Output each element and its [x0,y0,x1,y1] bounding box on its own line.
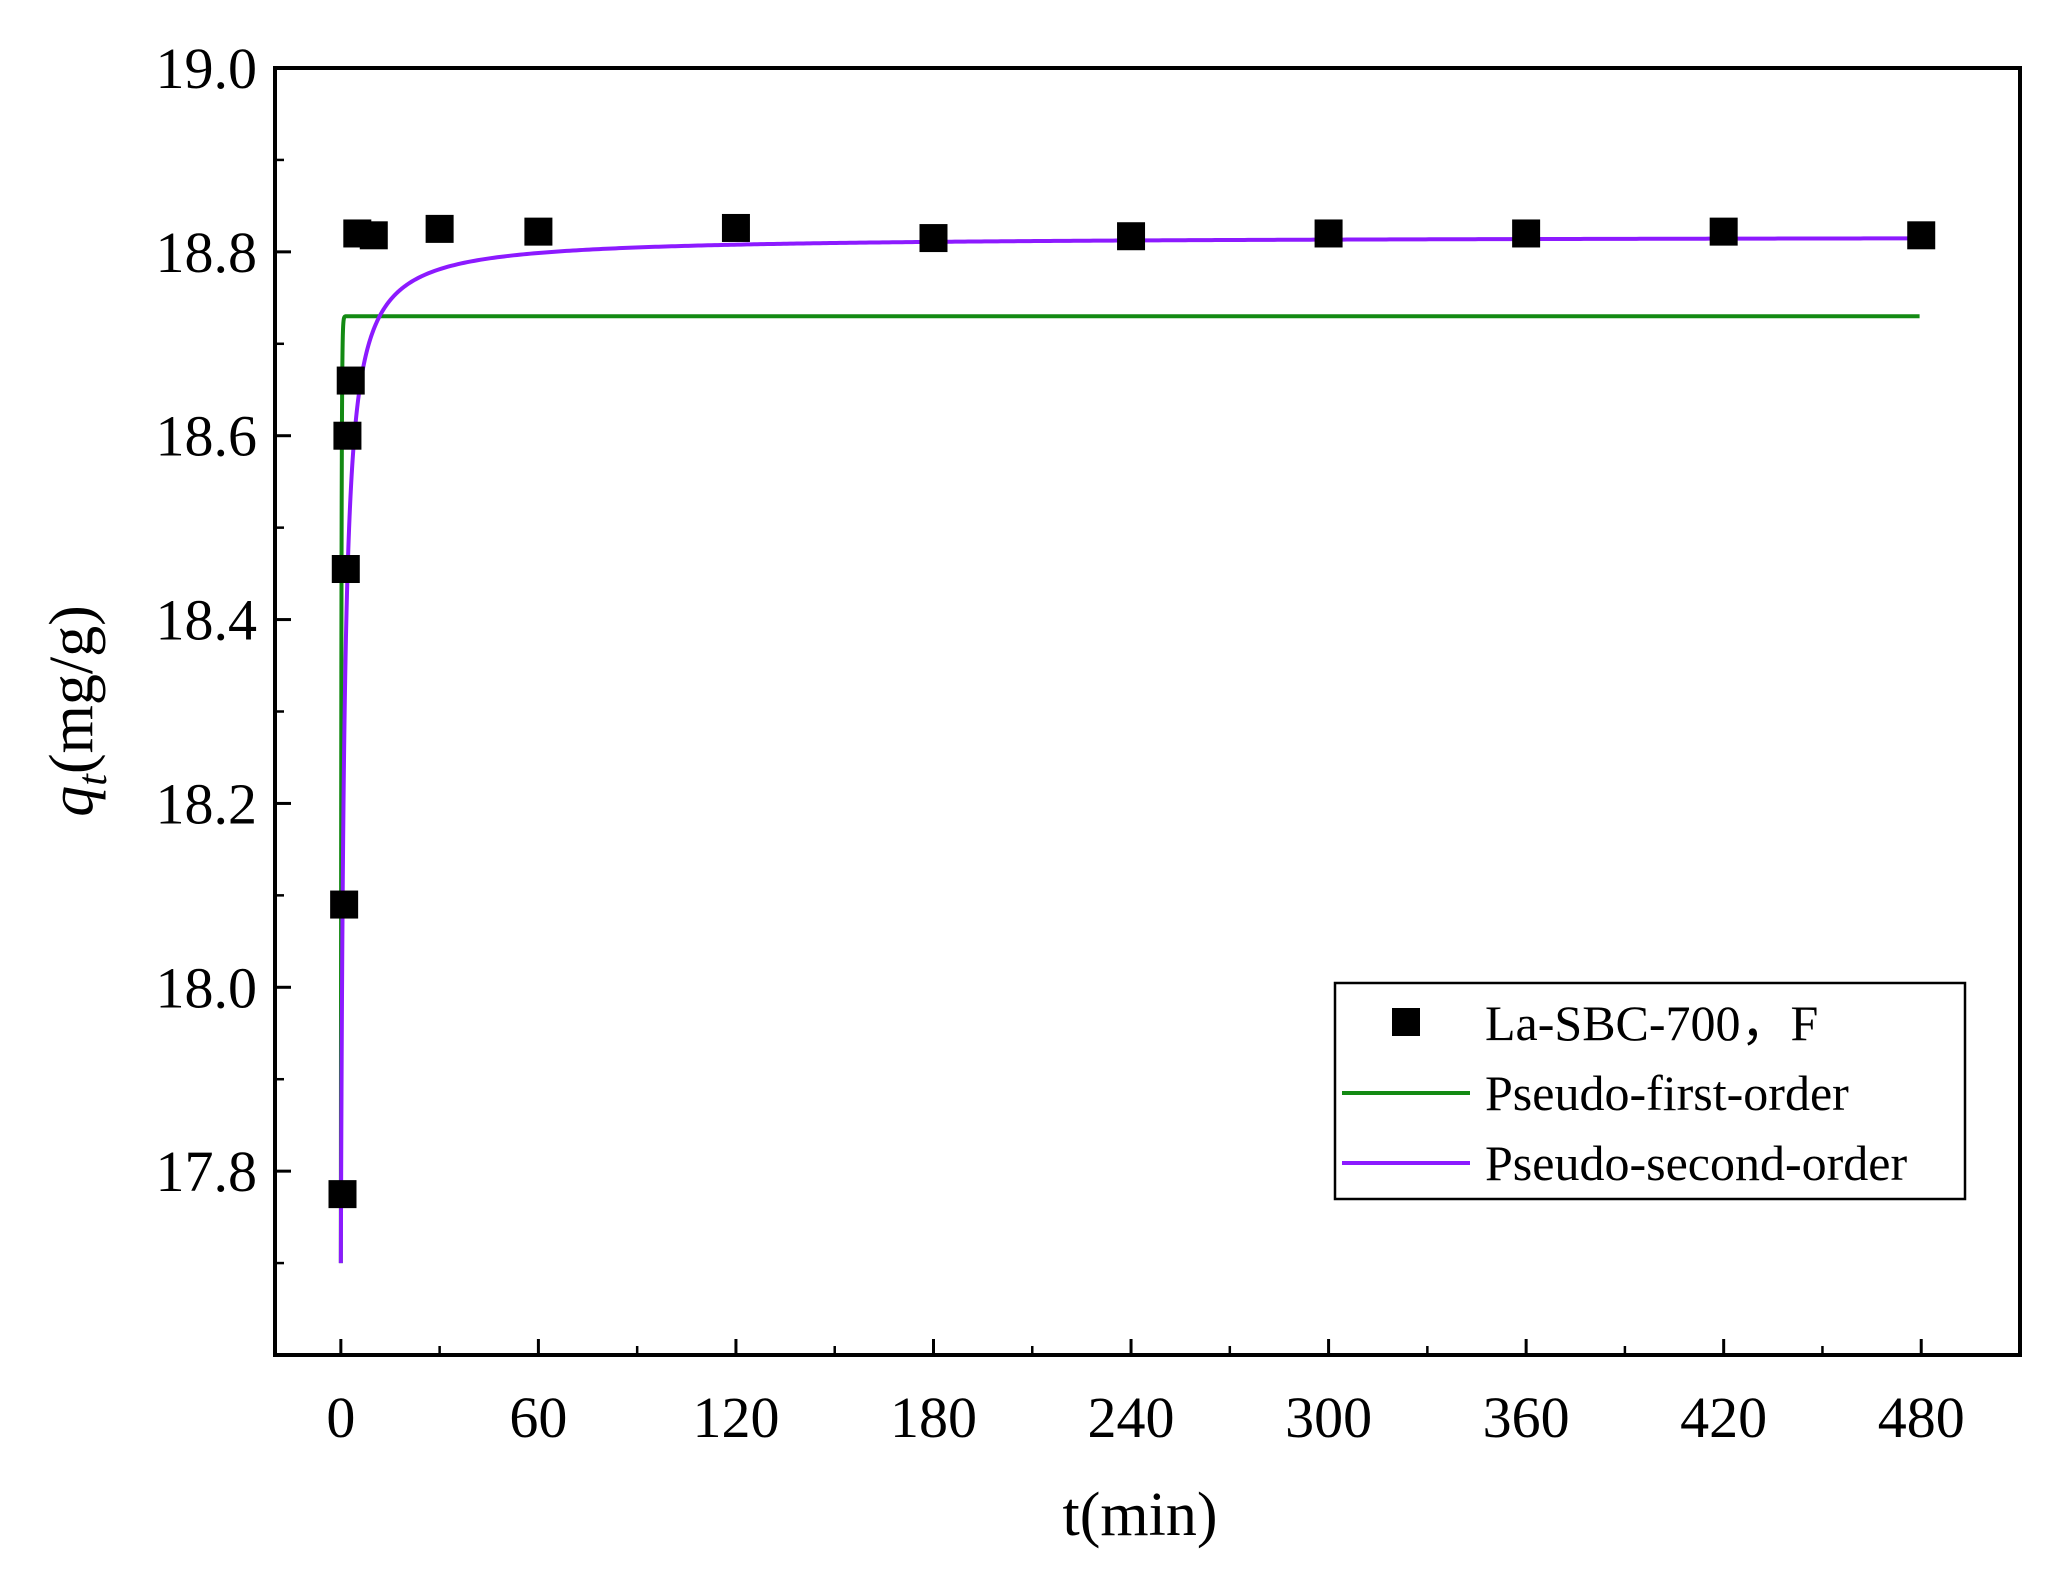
legend-marker-data [1392,1008,1420,1036]
x-tick-label: 120 [692,1385,779,1450]
series-points [328,213,1936,1209]
y-axis-title-unit: (mg/g) [38,605,106,774]
x-tick-label: 180 [890,1385,977,1450]
y-axis-title-sub: t [70,773,116,786]
data-point [1709,217,1738,246]
x-tick-label: 360 [1483,1385,1570,1450]
data-point [336,366,365,395]
x-tick-label: 300 [1285,1385,1372,1450]
legend: La-SBC-700，F Pseudo-first-order Pseudo-s… [1333,981,1967,1201]
y-tick-label: 18.4 [156,588,258,653]
data-point [1314,219,1343,248]
y-axis-title-main: q [38,786,106,817]
x-tick-label: 0 [326,1385,355,1450]
y-tick-label: 18.6 [156,404,258,469]
x-tick-label: 60 [509,1385,567,1450]
legend-label-data: La-SBC-700，F [1485,995,1818,1051]
data-point [333,421,362,450]
line-pseudo-second-order [338,236,1920,1264]
y-tick-label: 19.0 [156,36,258,101]
data-point [1117,222,1146,251]
y-tick-label: 17.8 [156,1139,258,1204]
data-point [721,213,750,242]
data-point [331,555,360,584]
x-axis-title: t(min) [1063,1481,1218,1549]
data-point [359,221,388,250]
y-tick-label: 18.2 [156,771,258,836]
data-point [328,1180,357,1209]
data-point [1512,219,1541,248]
data-point [524,217,553,246]
data-point [1907,221,1936,250]
line-pseudo-first-order [338,314,1920,1264]
axes: 0 60 120 180 240 300 360 420 480 17.8 18.0 18.2 18.4… [156,36,1965,1450]
legend-label-first-order: Pseudo-first-order [1485,1065,1849,1121]
x-tick-label: 480 [1878,1385,1965,1450]
x-tick-label: 420 [1680,1385,1767,1450]
legend-label-second-order: Pseudo-second-order [1485,1135,1907,1191]
series-lines [338,236,1920,1264]
y-tick-label: 18.8 [156,220,258,285]
data-point [330,890,359,919]
x-tick-label: 240 [1088,1385,1175,1450]
data-point [919,224,948,253]
y-axis-title: qt(mg/g) [38,605,116,816]
y-tick-label: 18.0 [156,955,258,1020]
data-point [425,214,454,243]
